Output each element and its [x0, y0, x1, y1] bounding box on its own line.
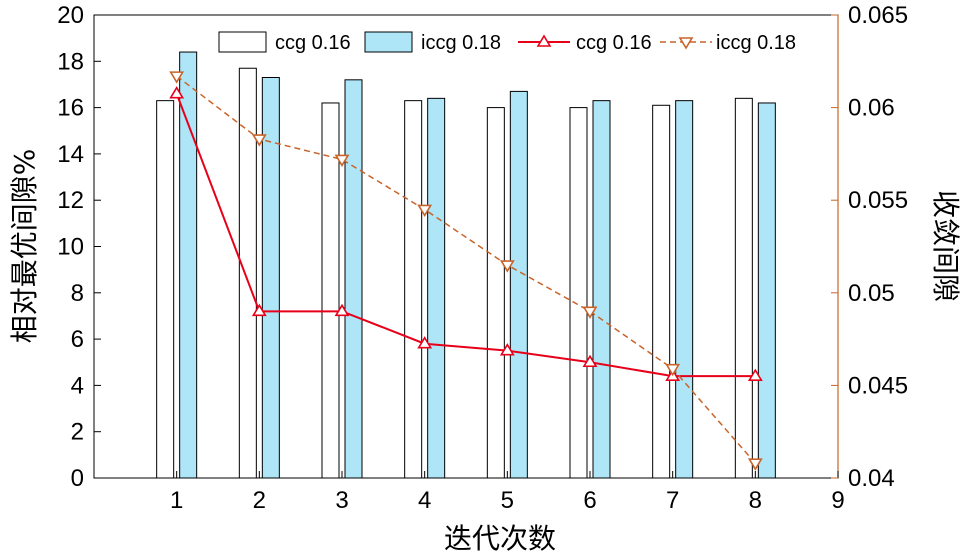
marker-iccg-1: [169, 71, 185, 84]
bar-iccg-3: [344, 79, 363, 479]
y2-axis-title: 收敛间隙: [929, 190, 962, 302]
legend-label-ccg-bar: ccg 0.16: [275, 32, 351, 54]
legend-label-ccg-line: ccg 0.16: [576, 32, 652, 54]
bars-layer: [156, 51, 776, 479]
y-tick-label: 0: [71, 465, 84, 492]
x-tick-label: 2: [253, 487, 266, 514]
x-axis-title: 迭代次数: [444, 522, 556, 555]
x-tick-label: 1: [170, 487, 183, 514]
marker-ccg-5: [499, 343, 515, 356]
bar-iccg-1: [179, 51, 198, 479]
y-tick-label: 4: [71, 372, 84, 399]
y2-tick-label: 0.055: [848, 187, 908, 214]
bar-iccg-6: [592, 100, 611, 479]
bar-ccg-1: [156, 100, 175, 479]
marker-iccg-6: [582, 306, 598, 319]
x-tick-label: 7: [666, 487, 679, 514]
marker-ccg-8: [747, 368, 763, 381]
series-line-iccg: [176, 75, 756, 464]
plot-frame: [93, 14, 839, 479]
bar-ccg-6: [569, 107, 588, 479]
marker-iccg-7: [665, 363, 681, 377]
marker-iccg-2: [251, 134, 267, 147]
marker-ccg-1: [169, 86, 185, 99]
marker-iccg-8: [747, 458, 763, 471]
bar-iccg-5: [509, 90, 528, 479]
y-axis-title: 相对最优间隙%: [8, 149, 41, 344]
x-tick-label: 4: [418, 487, 431, 514]
legend: ccg 0.16 iccg 0.18 ccg 0.16 iccg 0.18: [218, 31, 796, 54]
y2-tick-label: 0.045: [848, 372, 908, 399]
legend-label-iccg-line: iccg 0.18: [716, 32, 796, 54]
bar-ccg-2: [238, 67, 257, 479]
legend-swatch-iccg-bar: [364, 31, 413, 53]
bar-ccg-5: [486, 107, 505, 479]
x-tick-label: 8: [749, 487, 762, 514]
bar-ccg-7: [652, 104, 671, 479]
bar-ccg-3: [321, 102, 340, 479]
bar-iccg-8: [757, 102, 776, 479]
x-tick-label: 5: [501, 487, 514, 514]
legend-marker-ccg: [536, 34, 552, 47]
legend-swatch-ccg-bar: [218, 31, 267, 53]
y2-tick-label: 0.04: [848, 465, 895, 492]
y-tick-label: 8: [71, 280, 84, 307]
marker-iccg-3: [334, 154, 350, 168]
y-tick-label: 10: [57, 234, 84, 261]
y2-tick-label: 0.065: [848, 2, 908, 29]
bar-iccg-4: [427, 97, 446, 479]
y-tick-label: 6: [71, 326, 84, 353]
bar-ccg-8: [734, 97, 753, 479]
legend-label-iccg-bar: iccg 0.18: [421, 32, 501, 54]
marker-ccg-4: [417, 336, 433, 349]
y-tick-label: 20: [57, 2, 84, 29]
marker-ccg-3: [334, 303, 350, 317]
y-tick-label: 2: [71, 419, 84, 446]
x-tick-label: 6: [583, 487, 596, 514]
y-tick-label: 14: [57, 141, 84, 168]
bar-ccg-4: [404, 100, 423, 479]
marker-iccg-4: [417, 204, 433, 218]
marker-iccg-5: [499, 260, 515, 273]
marker-ccg-2: [251, 303, 267, 317]
x-tick-label: 9: [831, 487, 844, 514]
y-tick-label: 18: [57, 48, 84, 75]
y-tick-label: 16: [57, 95, 84, 122]
marker-ccg-6: [582, 354, 598, 368]
axes-layer: 1 2 3 4 5 6 7 8 9024681012141618200.040.0450.050…: [57, 2, 908, 514]
lines-layer: [169, 71, 763, 471]
y2-tick-label: 0.05: [848, 280, 895, 307]
series-line-ccg: [175, 93, 756, 378]
bar-iccg-2: [261, 77, 280, 479]
y-tick-label: 12: [57, 187, 84, 214]
x-tick-label: 3: [335, 487, 348, 514]
legend-marker-iccg: [678, 37, 694, 50]
bar-iccg-7: [675, 100, 694, 479]
y2-tick-label: 0.06: [848, 95, 895, 122]
